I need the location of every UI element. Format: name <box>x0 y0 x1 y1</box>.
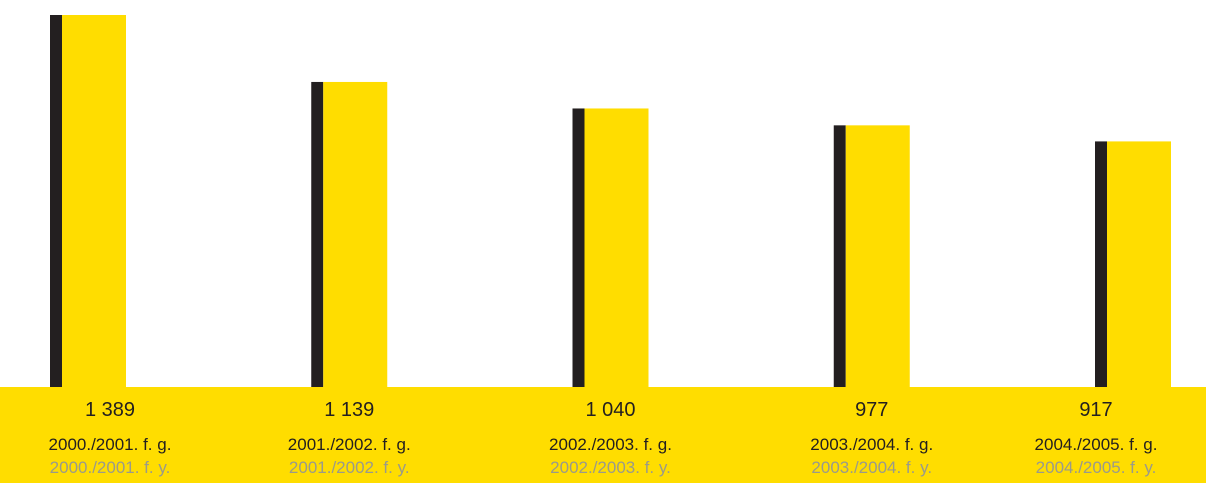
label-band <box>0 387 1206 483</box>
category-label-2: 2002./2003. f. g. <box>549 435 672 454</box>
data-label-4: 917 <box>1079 399 1113 421</box>
bar-shadow-1 <box>311 81 324 387</box>
data-label-3: 977 <box>855 399 889 421</box>
data-label-1: 1 139 <box>324 399 375 421</box>
category-label-1: 2001./2002. f. g. <box>287 435 411 454</box>
bar-shadow-2 <box>572 108 585 387</box>
bar-shadow-0 <box>50 15 62 387</box>
category-label-4: 2004./2005. f. g. <box>1034 435 1158 454</box>
category-label-secondary-0: 2000./2001. f. y. <box>49 458 171 477</box>
data-label-0: 1 389 <box>84 399 136 421</box>
category-label-secondary-1: 2001./2002. f. y. <box>288 458 410 477</box>
category-label-secondary-3: 2003./2004. f. y. <box>811 458 933 477</box>
category-label-secondary-4: 2004./2005. f. y. <box>1035 458 1157 477</box>
data-label-2: 1 040 <box>585 399 636 421</box>
bar-3 <box>845 125 910 388</box>
bar-2 <box>584 108 649 387</box>
bar-shadow-3 <box>833 125 846 388</box>
bar-shadow-4 <box>1095 141 1107 387</box>
category-label-3: 2003./2004. f. g. <box>810 435 934 454</box>
bar-1 <box>323 81 388 387</box>
bar-4 <box>1107 141 1171 387</box>
category-label-secondary-2: 2002./2003. f. y. <box>550 458 671 477</box>
bar-0 <box>62 15 126 387</box>
category-label-0: 2000./2001. f. g. <box>48 435 172 454</box>
